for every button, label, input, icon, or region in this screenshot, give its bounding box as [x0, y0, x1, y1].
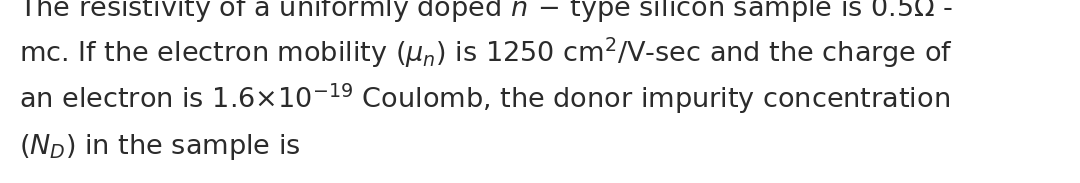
- Text: an electron is 1.6$\times$10$^{-19}$ Coulomb, the donor impurity concentration: an electron is 1.6$\times$10$^{-19}$ Cou…: [19, 82, 950, 116]
- Text: mc. If the electron mobility ($\mu_n$) is 1250 cm$^2$/V-sec and the charge of: mc. If the electron mobility ($\mu_n$) i…: [19, 36, 954, 70]
- Text: The resistivity of a uniformly doped $n\,-\,$type silicon sample is 0.5$\Omega$ : The resistivity of a uniformly doped $n\…: [19, 0, 954, 24]
- Text: ($N_D$) in the sample is: ($N_D$) in the sample is: [19, 132, 301, 162]
